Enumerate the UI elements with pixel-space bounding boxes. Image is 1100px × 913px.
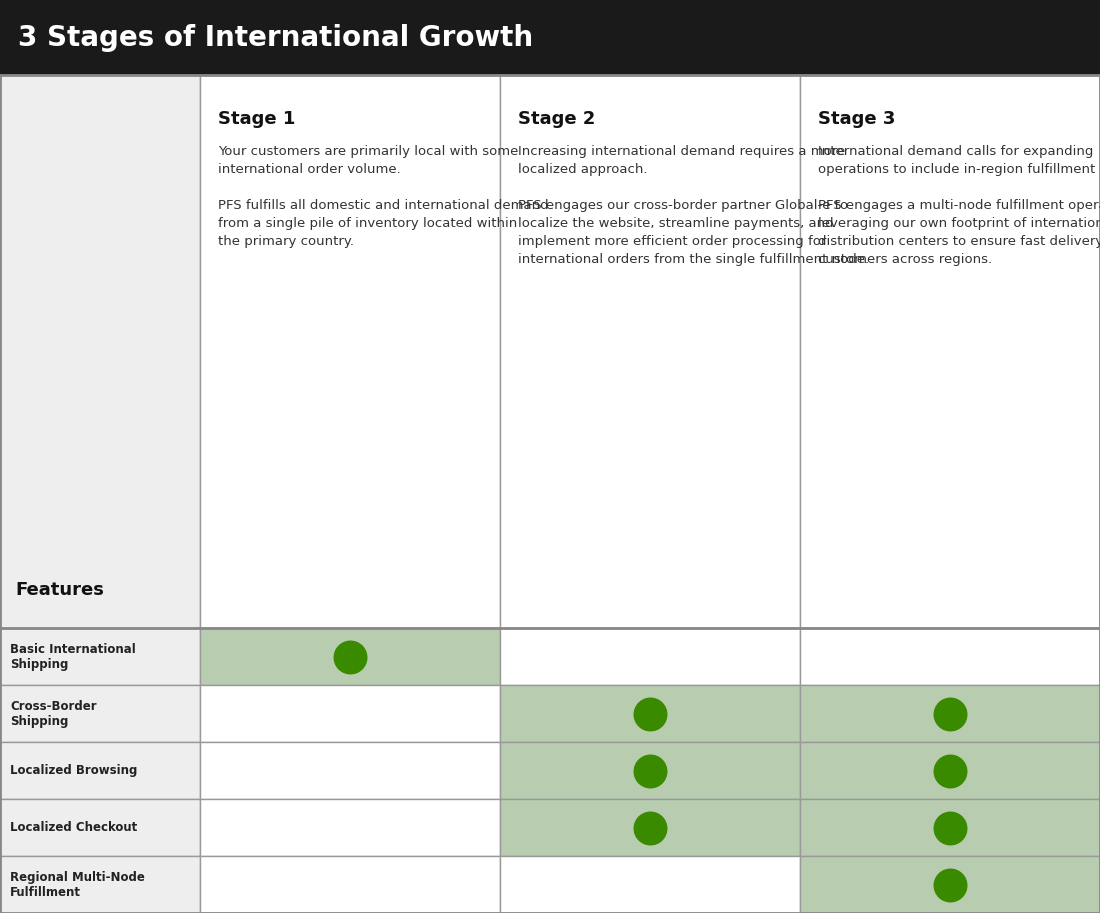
Point: [641, 763, 659, 778]
Text: Regional Multi-Node
Fulfillment: Regional Multi-Node Fulfillment: [10, 870, 145, 898]
Bar: [800, 75, 1100, 628]
Text: Features: Features: [15, 581, 103, 599]
Point: [942, 877, 959, 892]
Bar: [500, 628, 800, 685]
Text: Stage 3: Stage 3: [818, 110, 895, 128]
Bar: [800, 856, 1100, 913]
Bar: [0, 856, 200, 913]
Point: [942, 820, 959, 834]
Point: [641, 820, 659, 834]
Bar: [200, 628, 500, 685]
Bar: [200, 742, 500, 799]
Point: [641, 706, 659, 720]
Text: Localized Checkout: Localized Checkout: [10, 821, 138, 834]
Bar: [0, 75, 200, 628]
Bar: [200, 799, 500, 856]
Bar: [500, 856, 800, 913]
Bar: [0, 0, 1100, 75]
Text: Your customers are primarily local with some
international order volume.

PFS fu: Your customers are primarily local with …: [218, 145, 549, 248]
Text: International demand calls for expanding
operations to include in-region fulfill: International demand calls for expanding…: [818, 145, 1100, 266]
Text: Cross-Border
Shipping: Cross-Border Shipping: [10, 699, 97, 728]
Text: Localized Browsing: Localized Browsing: [10, 764, 138, 777]
Bar: [500, 799, 800, 856]
Bar: [500, 75, 800, 628]
Point: [942, 763, 959, 778]
Bar: [0, 742, 200, 799]
Bar: [800, 799, 1100, 856]
Bar: [0, 628, 200, 685]
Bar: [200, 75, 500, 628]
Bar: [800, 685, 1100, 742]
Bar: [800, 742, 1100, 799]
Text: Stage 1: Stage 1: [218, 110, 296, 128]
Bar: [200, 856, 500, 913]
Bar: [0, 685, 200, 742]
Text: Stage 2: Stage 2: [518, 110, 595, 128]
Bar: [500, 685, 800, 742]
Text: 3 Stages of International Growth: 3 Stages of International Growth: [18, 24, 534, 51]
Text: Basic International
Shipping: Basic International Shipping: [10, 643, 135, 670]
Bar: [500, 742, 800, 799]
Point: [341, 649, 359, 664]
Bar: [0, 799, 200, 856]
Bar: [800, 628, 1100, 685]
Text: Increasing international demand requires a more
localized approach.

PFS engages: Increasing international demand requires…: [518, 145, 869, 266]
Bar: [200, 685, 500, 742]
Point: [942, 706, 959, 720]
